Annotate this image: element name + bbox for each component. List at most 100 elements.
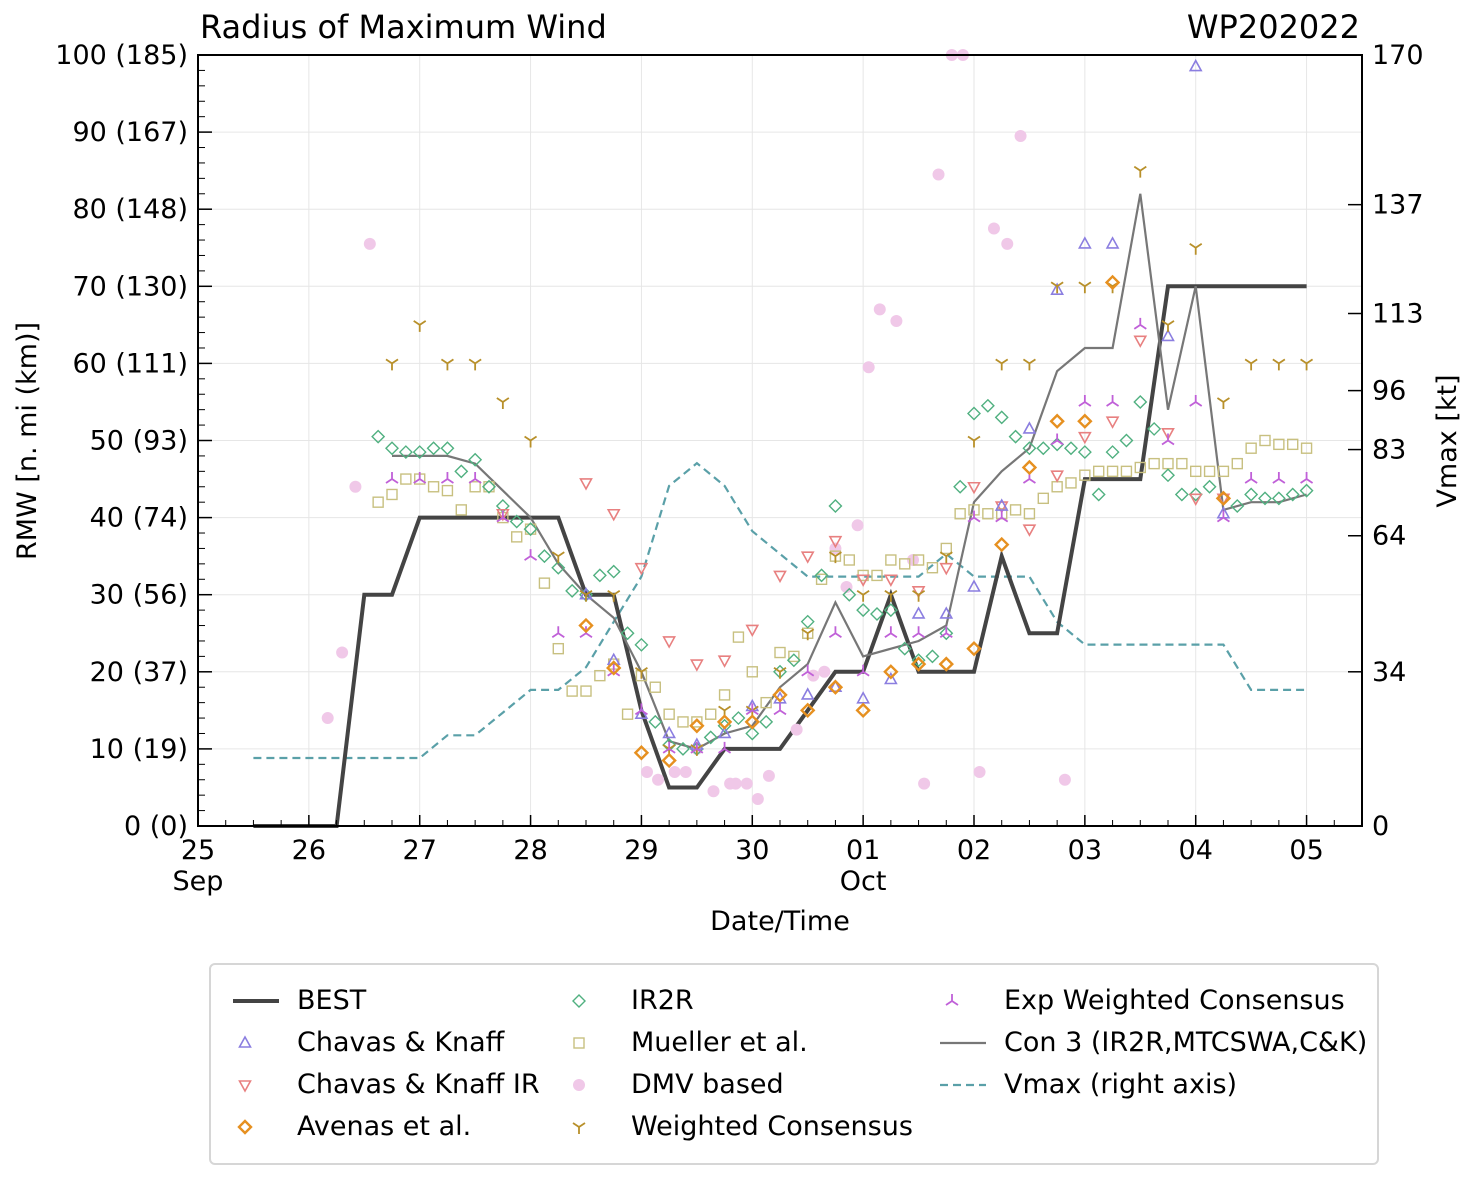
ir2r-point: [883, 603, 898, 618]
ir2r-point: [731, 711, 746, 726]
mueller-et-al-point: [899, 558, 911, 570]
legend-label: Weighted Consensus: [631, 1111, 913, 1142]
exp-weighted-consensus-point: [1272, 472, 1286, 484]
mueller-et-al-point: [483, 481, 495, 493]
dmv-based-point: [987, 222, 1000, 235]
weighted-consensus-point: [579, 589, 593, 602]
legend-marker: [572, 1122, 586, 1134]
exp-weighted-consensus-point: [1050, 433, 1064, 446]
ir2r-point: [412, 445, 427, 460]
x-tick-label: 29: [624, 835, 658, 866]
exp-weighted-consensus-point: [828, 626, 842, 638]
x-tick-sublabel: Sep: [173, 866, 224, 897]
exp-weighted-consensus-point: [634, 703, 648, 716]
dmv-based-point: [668, 766, 681, 779]
mueller-et-al-point: [788, 650, 800, 663]
mueller-et-al-point: [1120, 465, 1133, 478]
chavas-knaff-ir-point: [994, 501, 1009, 514]
ir2r-point: [592, 568, 607, 583]
dmv-based-point: [762, 769, 775, 782]
exp-weighted-consensus-point: [662, 741, 676, 754]
exp-weighted-consensus-point: [690, 741, 704, 754]
exp-weighted-consensus-point: [1189, 394, 1203, 407]
mueller-et-al-point: [427, 481, 440, 493]
dmv-based-point: [336, 646, 349, 659]
weighted-consensus-point: [1022, 358, 1036, 371]
exp-weighted-consensus-point: [718, 741, 732, 754]
avenas-et-al-point: [1215, 490, 1232, 507]
avenas-et-al-point: [716, 714, 733, 730]
mueller-et-al-point: [1079, 469, 1091, 481]
weighted-consensus-point: [1300, 358, 1314, 371]
ir2r-point: [953, 479, 968, 494]
chavas-knaff-ir-point: [967, 481, 981, 495]
legend-label: Chavas & Knaff: [297, 1027, 505, 1058]
weighted-consensus-point: [801, 628, 815, 641]
mueller-et-al-point: [1245, 442, 1257, 454]
ir2r-point: [1133, 394, 1148, 409]
y-tick-label: 10 (19): [90, 734, 188, 765]
mueller-et-al-point: [691, 716, 703, 728]
mueller-et-al-point: [511, 531, 523, 543]
series-avenas-et-al: [578, 274, 1232, 769]
mueller-et-al-point: [718, 689, 731, 701]
ir2r-point: [994, 410, 1009, 425]
legend-swatch: [237, 1119, 253, 1135]
mueller-et-al-point: [677, 716, 689, 728]
ir2r-point: [551, 560, 566, 575]
avenas-et-al-point: [744, 714, 760, 730]
chavas-knaff-ir-point: [1078, 431, 1092, 445]
exp-weighted-consensus-point: [496, 510, 510, 523]
dmv-based-point: [973, 766, 986, 779]
avenas-et-al-point: [1104, 274, 1121, 291]
y2-axis-label: Vmax [kt]: [1432, 374, 1463, 507]
mueller-et-al-point: [455, 504, 467, 516]
y2-tick-label: 83: [1372, 435, 1406, 466]
exp-weighted-consensus-point: [967, 510, 981, 523]
dmv-based-point: [652, 773, 665, 786]
dmv-based-point: [321, 712, 334, 725]
mueller-et-al-point: [1106, 465, 1119, 478]
mueller-et-al-point: [386, 488, 398, 501]
mueller-et-al-point: [940, 542, 952, 555]
weighted-consensus-point: [468, 358, 482, 371]
mueller-et-al-point: [1176, 457, 1188, 470]
exp-weighted-consensus-point: [1216, 510, 1230, 523]
weighted-consensus-point: [1161, 320, 1175, 332]
y-tick-label: 30 (56): [90, 580, 188, 611]
chavas-knaff-ir-point: [773, 570, 787, 584]
mueller-et-al-point: [1093, 465, 1105, 478]
mueller-et-al-point: [1051, 481, 1063, 493]
exp-weighted-consensus-point: [1078, 394, 1092, 407]
weighted-consensus-point: [773, 667, 787, 679]
dmv-based-point: [840, 580, 853, 593]
chavas-knaff-point: [1105, 236, 1120, 249]
mueller-et-al-point: [566, 685, 578, 697]
legend-label: Mueller et al.: [631, 1027, 808, 1058]
series-weighted-consensus: [385, 165, 1314, 756]
y-tick-label: 0 (0): [124, 811, 188, 842]
mueller-et-al-point: [871, 569, 883, 582]
chavas-knaff-ir-point: [828, 535, 843, 549]
avenas-et-al-point: [1077, 413, 1093, 429]
dmv-based-point: [790, 723, 803, 736]
series-chavas-knaff: [579, 58, 1231, 750]
x-tick-label: 04: [1179, 835, 1213, 866]
dmv-based-point: [873, 303, 886, 316]
dmv-based-point: [851, 519, 864, 532]
exp-weighted-consensus-point: [385, 472, 399, 484]
chavas-knaff-ir-point: [1216, 493, 1231, 506]
avenas-et-al-point: [883, 664, 899, 680]
dmv-based-point: [1014, 129, 1027, 142]
mueller-et-al-point: [1287, 438, 1299, 451]
legend-swatch: [238, 1080, 252, 1093]
chavas-knaff-ir-point: [579, 478, 593, 491]
chavas-knaff-point: [606, 652, 621, 666]
exp-weighted-consensus-point: [745, 703, 759, 716]
weighted-consensus-point: [912, 589, 926, 602]
y-tick-label: 100 (185): [55, 40, 188, 71]
legend-swatch: [233, 999, 279, 1003]
chavas-knaff-point: [1161, 328, 1175, 342]
ir2r-point: [939, 626, 954, 641]
